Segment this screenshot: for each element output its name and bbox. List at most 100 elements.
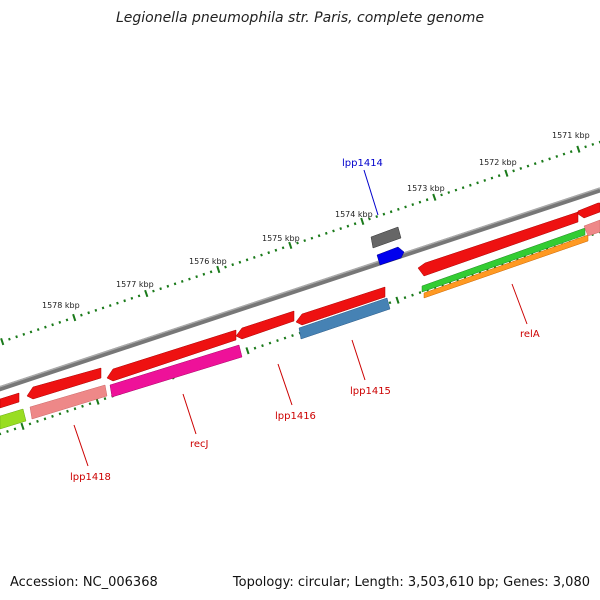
minor-tick (476, 181, 479, 185)
minor-tick (526, 164, 530, 168)
minor-tick (440, 193, 443, 197)
cds-feature[interactable] (577, 202, 600, 219)
minor-tick (276, 339, 279, 343)
gene-label-lpp1415[interactable]: lpp1415 (350, 386, 391, 397)
minor-tick (353, 222, 357, 226)
gene-label-rela[interactable]: relA (520, 329, 540, 340)
major-tick (504, 169, 509, 177)
minor-tick (339, 227, 343, 231)
kbp-label-1572: 1572 kbp (479, 158, 517, 167)
cds-feature[interactable] (417, 211, 579, 277)
minor-tick (209, 270, 213, 274)
minor-tick (382, 212, 386, 216)
minor-tick (6, 429, 9, 433)
major-tick (20, 422, 25, 431)
gene-bar-pink[interactable] (29, 384, 108, 420)
minor-tick (188, 277, 191, 281)
minor-tick (418, 200, 422, 204)
gene-feature-lpp1414[interactable] (376, 246, 405, 266)
minor-tick (404, 205, 407, 209)
gene-bar-green[interactable] (421, 227, 586, 293)
gene-label-recj[interactable]: recJ (190, 439, 209, 450)
major-tick (288, 241, 293, 250)
cds-feature[interactable] (235, 310, 295, 340)
minor-tick (403, 296, 407, 300)
minor-tick (36, 419, 39, 423)
gene-label-lpp1418[interactable]: lpp1418 (70, 472, 111, 483)
minor-tick (447, 191, 451, 194)
gene-bar-pink[interactable] (583, 219, 600, 237)
minor-tick (555, 154, 559, 158)
minor-tick (29, 330, 33, 334)
minor-tick (317, 234, 321, 238)
minor-tick (260, 253, 263, 257)
minor-tick (388, 301, 392, 305)
minor-tick (15, 335, 18, 339)
minor-tick (94, 308, 98, 312)
minor-tick (397, 207, 400, 211)
kbp-label-1577: 1577 kbp (116, 280, 154, 289)
minor-tick (281, 246, 285, 250)
minor-tick (28, 422, 32, 426)
accession-label: Accession: NC_006368 (10, 575, 158, 590)
leader-line-lpp1418 (73, 424, 89, 467)
minor-tick (569, 150, 573, 154)
minor-tick (180, 280, 184, 283)
gene-bar-blue[interactable] (298, 297, 391, 340)
gene-bar-orange[interactable] (423, 234, 589, 299)
kbp-label-1574: 1574 kbp (335, 210, 373, 219)
minor-tick (22, 332, 26, 336)
minor-tick (108, 304, 112, 307)
minor-tick (238, 260, 242, 264)
minor-tick (283, 336, 287, 340)
minor-tick (425, 198, 429, 202)
leader-line-lpp1414 (363, 169, 379, 216)
minor-tick (411, 293, 414, 297)
minor-tick (87, 311, 90, 315)
minor-tick (166, 284, 170, 288)
gene-bar-magenta[interactable] (109, 344, 243, 398)
kbp-label-1576: 1576 kbp (189, 257, 227, 266)
kbp-label-1575: 1575 kbp (262, 234, 300, 243)
minor-tick (51, 414, 54, 418)
minor-tick (267, 251, 271, 255)
minor-tick (101, 306, 105, 310)
kbp-label-1573: 1573 kbp (407, 184, 445, 193)
gene-label-lpp1416[interactable]: lpp1416 (275, 411, 316, 422)
cds-feature[interactable] (295, 286, 386, 326)
minor-tick (519, 166, 523, 170)
minor-tick (245, 258, 249, 262)
minor-tick (252, 255, 256, 259)
minor-tick (584, 145, 587, 149)
gene-label-lpp1414[interactable]: lpp1414 (342, 158, 383, 169)
major-tick (395, 296, 400, 304)
minor-tick (195, 275, 198, 279)
minor-tick (36, 328, 40, 332)
minor-tick (8, 337, 11, 341)
major-tick (72, 313, 77, 322)
minor-tick (274, 248, 278, 252)
cds-feature[interactable] (106, 329, 237, 382)
cds-feature[interactable] (0, 392, 20, 409)
minor-tick (58, 320, 62, 324)
major-tick (144, 289, 149, 298)
minor-tick (483, 179, 487, 182)
cds-feature[interactable] (26, 367, 102, 400)
kbp-label-1578: 1578 kbp (42, 301, 80, 310)
minor-tick (418, 291, 422, 295)
minor-tick (224, 265, 227, 269)
minor-tick (512, 169, 515, 173)
minor-tick (103, 397, 107, 401)
minor-tick (44, 325, 47, 329)
minor-tick (152, 289, 155, 293)
minor-tick (541, 159, 544, 163)
gene-feature-gray[interactable] (370, 226, 402, 249)
genome-backbone (0, 187, 600, 392)
minor-tick (13, 427, 17, 431)
minor-tick (88, 402, 92, 406)
minor-tick (173, 282, 177, 286)
minor-tick (346, 224, 350, 228)
gene-bar-lime[interactable] (0, 408, 27, 430)
major-tick (0, 337, 5, 346)
